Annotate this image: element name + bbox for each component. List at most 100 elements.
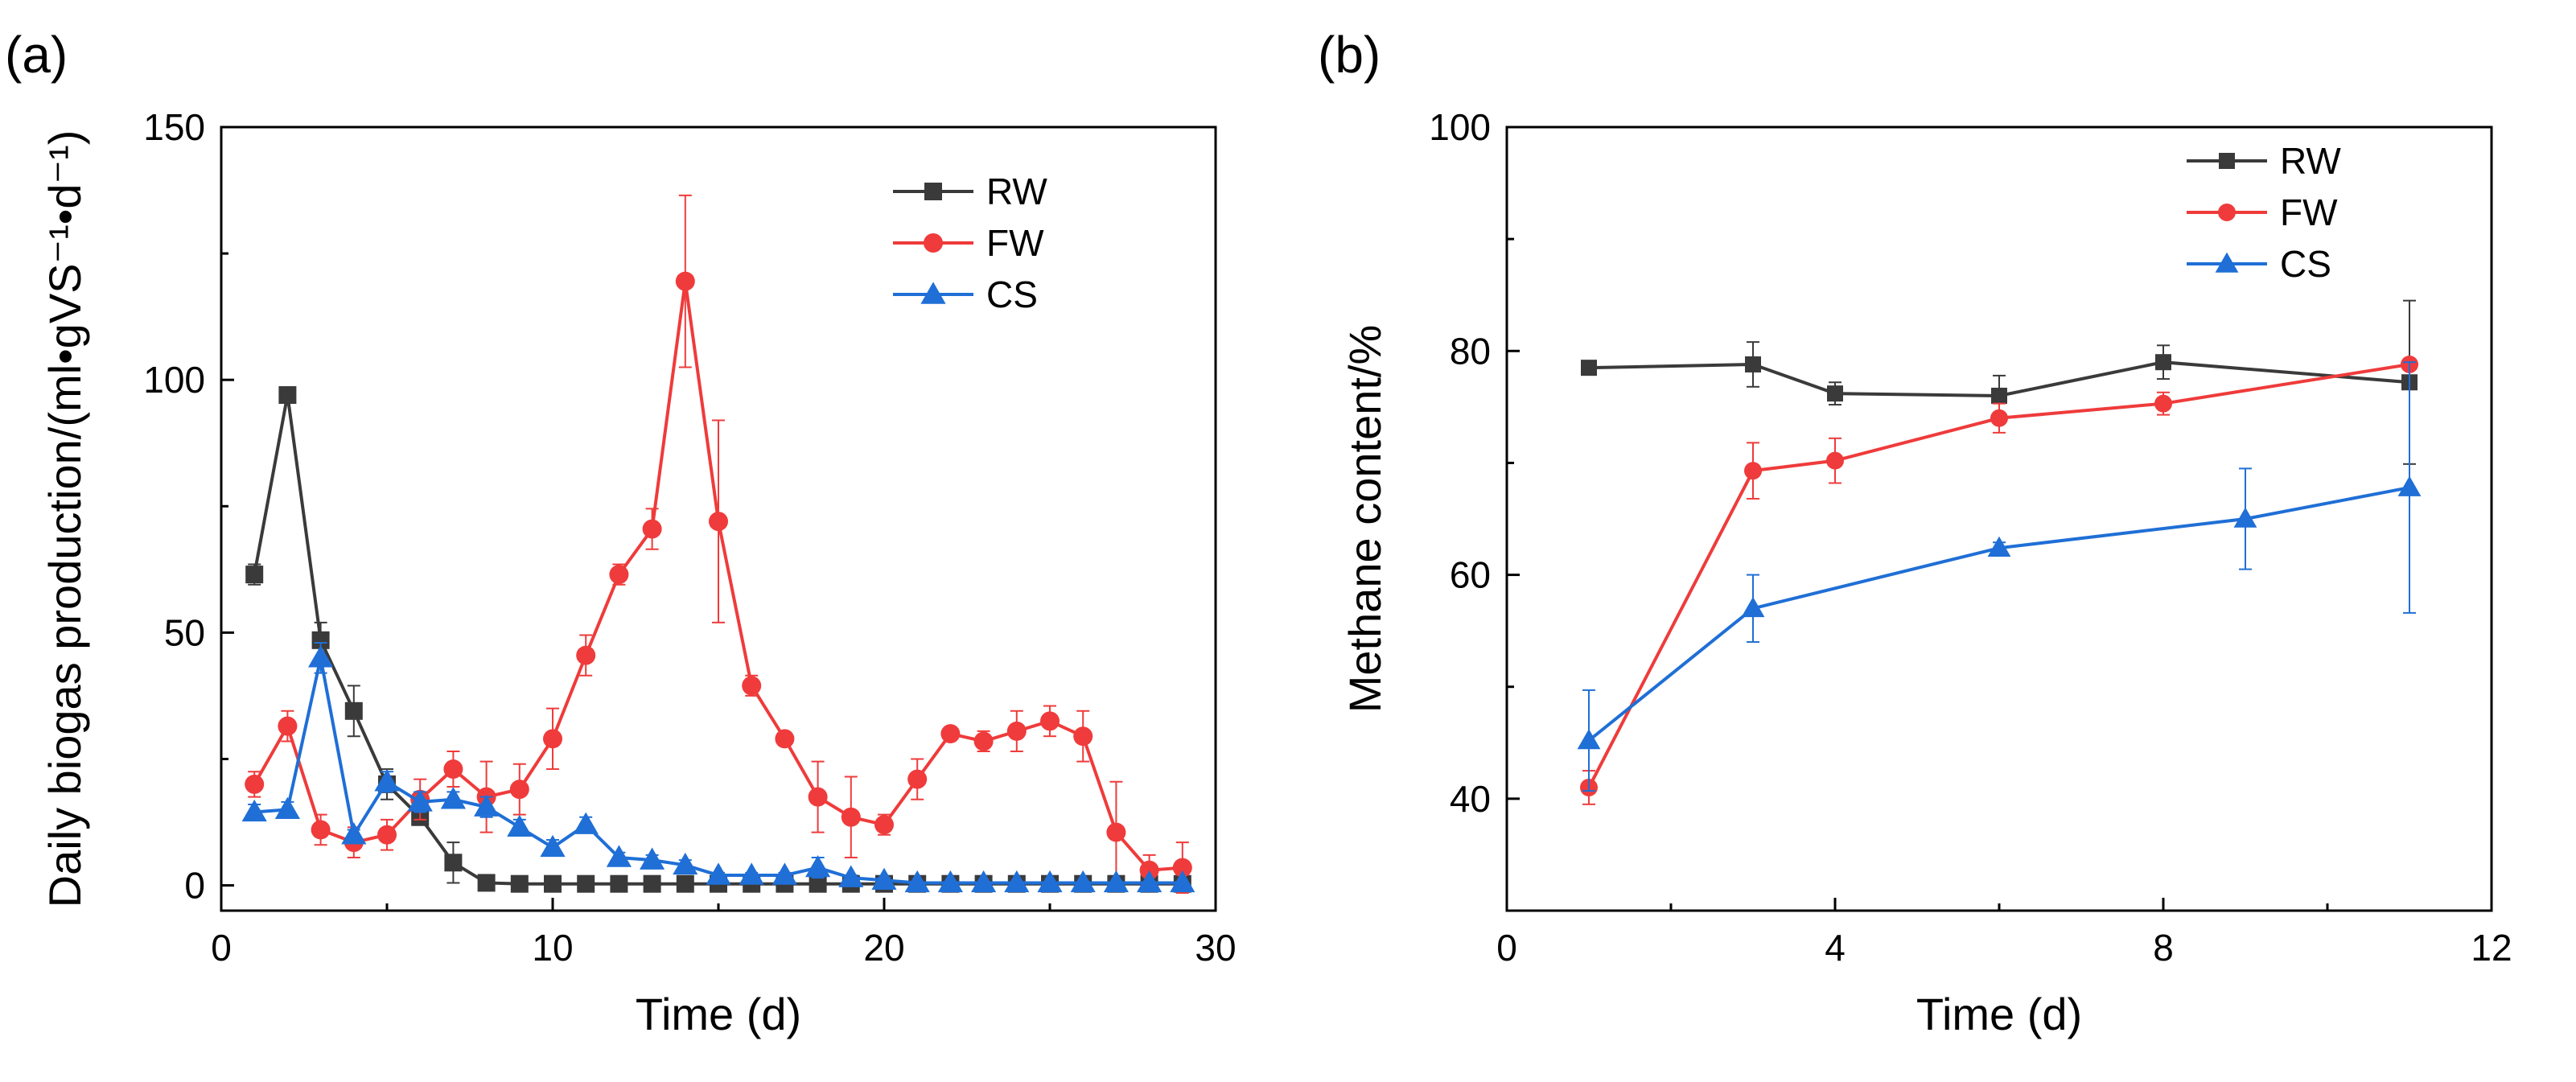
chart-a-legend-marker xyxy=(920,282,946,304)
chart-b: 0 4 8 12 40 60 80 100 RW FW CS Time (d) Methane co… xyxy=(1339,106,2512,1039)
chart-a-series-cs-point xyxy=(739,862,764,885)
panel-a-label: (a) xyxy=(5,26,68,84)
chart-a-series-fw-point xyxy=(609,565,629,585)
chart-a-series-rw-point xyxy=(278,386,297,405)
chart-b-series-cs-line xyxy=(1587,486,2410,743)
chart-a-frame xyxy=(220,125,1217,912)
chart-a-series-fw-point xyxy=(245,774,265,794)
chart-b-ytick-label: 60 xyxy=(1450,554,1491,596)
chart-b-xtick-label: 4 xyxy=(1825,927,1846,969)
chart-b-series-rw-point xyxy=(1827,385,1843,402)
chart-a-series-fw-point xyxy=(1139,860,1159,880)
chart-b-series-fw-point xyxy=(2154,394,2172,413)
chart-a-series-cs-point xyxy=(1170,870,1195,893)
chart-a-series-cs-point xyxy=(640,847,665,870)
chart-a-ylabel: Daily biogas production/(ml•gVS⁻¹•d⁻¹) xyxy=(39,130,90,908)
chart-b-series-rw-point xyxy=(1745,356,1761,372)
chart-a-series-fw-point xyxy=(509,780,529,800)
chart-a-series-fw-point xyxy=(775,729,795,749)
chart-b-ytick-label: 40 xyxy=(1450,778,1491,820)
chart-b-series-fw-point xyxy=(1744,462,1762,480)
chart-b-series-rw-point xyxy=(1991,387,2007,404)
chart-a-xtick-label: 0 xyxy=(211,927,232,969)
chart-a-series-cs-point xyxy=(805,854,831,878)
chart-b-ytick-label: 100 xyxy=(1429,106,1491,148)
chart-a-series-fw-point xyxy=(742,676,762,696)
chart-a-series-rw-point xyxy=(577,874,595,893)
chart-a-series-fw-point xyxy=(1006,721,1027,741)
chart-a-series-cs-point xyxy=(673,852,698,875)
chart-b-xtick-label: 12 xyxy=(2471,927,2512,969)
chart-a-series-cs-point xyxy=(440,787,466,809)
chart-a-series-fw-point xyxy=(1040,711,1060,731)
chart-b-legend-label: FW xyxy=(2280,191,2338,233)
chart-a-series-rw-point xyxy=(643,874,661,893)
chart-a-xtick-label: 20 xyxy=(863,927,904,969)
chart-a-series-cs-point xyxy=(838,865,864,887)
chart-a-series-fw-point xyxy=(1106,822,1126,842)
chart-a-series-fw-point xyxy=(576,645,596,665)
chart-a: 0 10 20 30 0 50 100 150 RW FW CS Time (d) Daily bi… xyxy=(39,106,1237,1039)
chart-a-series-rw-point xyxy=(344,701,363,720)
chart-b-legend-marker xyxy=(2218,204,2236,221)
chart-a-series-cs-point xyxy=(274,796,300,820)
chart-a-series-rw-point xyxy=(544,874,562,893)
chart-b-series-fw-point xyxy=(1826,451,1844,470)
chart-a-ytick-label: 150 xyxy=(143,106,205,148)
chart-b-legend-label: CS xyxy=(2280,243,2331,285)
chart-a-series-fw-point xyxy=(311,820,331,840)
chart-a-series-cs-line xyxy=(254,657,1183,885)
chart-a-series-fw-point xyxy=(1073,726,1093,747)
chart-a-series-cs-point xyxy=(573,812,599,834)
chart-a-series-rw-point xyxy=(477,874,496,892)
chart-a-series-rw-point xyxy=(809,874,827,893)
chart-a-series-cs-point xyxy=(540,834,566,858)
chart-b-xtick-label: 8 xyxy=(2153,927,2174,969)
chart-a-series-rw-point xyxy=(510,874,529,893)
chart-a-ytick-label: 0 xyxy=(184,865,205,907)
chart-b-legend-marker xyxy=(2215,252,2239,273)
chart-a-ytick-label: 50 xyxy=(164,611,205,653)
chart-a-series-cs-point xyxy=(407,789,433,812)
chart-a-series-cs-point xyxy=(1037,870,1063,893)
chart-a-series-fw-point xyxy=(278,716,298,736)
chart-b-series-cs-point xyxy=(1987,536,2011,557)
chart-a-series-rw-point xyxy=(610,874,628,893)
chart-b-series-fw xyxy=(1580,355,2418,805)
chart-a-series-cs-point xyxy=(341,822,367,845)
chart-a-series-cs-point xyxy=(871,867,897,890)
chart-a-series-cs-point xyxy=(308,645,334,668)
chart-b-legend-marker xyxy=(2219,153,2235,169)
chart-a-series-fw-point xyxy=(642,519,662,539)
chart-a-legend-label: CS xyxy=(986,274,1038,315)
chart-a-series-cs-point xyxy=(706,862,731,885)
chart-b-series-cs xyxy=(1577,361,2422,792)
chart-a-legend-marker xyxy=(924,183,942,200)
chart-a-series-rw-point xyxy=(444,854,463,872)
chart-a-series-cs xyxy=(241,641,1195,893)
chart-a-series-cs-point xyxy=(904,870,930,893)
chart-a-series-cs-point xyxy=(772,862,797,885)
chart-b-series-fw-point xyxy=(1990,409,2008,427)
chart-b-series-rw-point xyxy=(2155,354,2171,371)
chart-a-series-cs-point xyxy=(241,799,267,822)
chart-b-legend: RW FW CS xyxy=(2187,140,2341,285)
chart-b-ylabel: Methane content/% xyxy=(1339,325,1390,714)
chart-b-series-cs-point xyxy=(2397,475,2422,496)
chart-a-series-cs-point xyxy=(374,769,400,792)
chart-b-series-cs-point xyxy=(1577,729,1601,750)
chart-b-series-rw-point xyxy=(1581,360,1597,376)
chart-a-series-fw-point xyxy=(841,807,861,827)
chart-a-series-fw-point xyxy=(1172,858,1192,878)
chart-a-series-fw-point xyxy=(874,815,894,835)
chart-a-series-cs-point xyxy=(937,870,963,893)
chart-a-series-rw-point xyxy=(245,566,264,584)
chart-a-series-fw-point xyxy=(377,825,397,845)
chart-a-series-fw-point xyxy=(709,512,728,532)
chart-a-legend-label: FW xyxy=(986,222,1044,264)
chart-a-series-cs-point xyxy=(606,845,632,867)
chart-a-series-cs-point xyxy=(507,814,533,837)
chart-a-series-fw-point xyxy=(543,729,562,749)
chart-a-series-fw-point xyxy=(443,759,463,780)
